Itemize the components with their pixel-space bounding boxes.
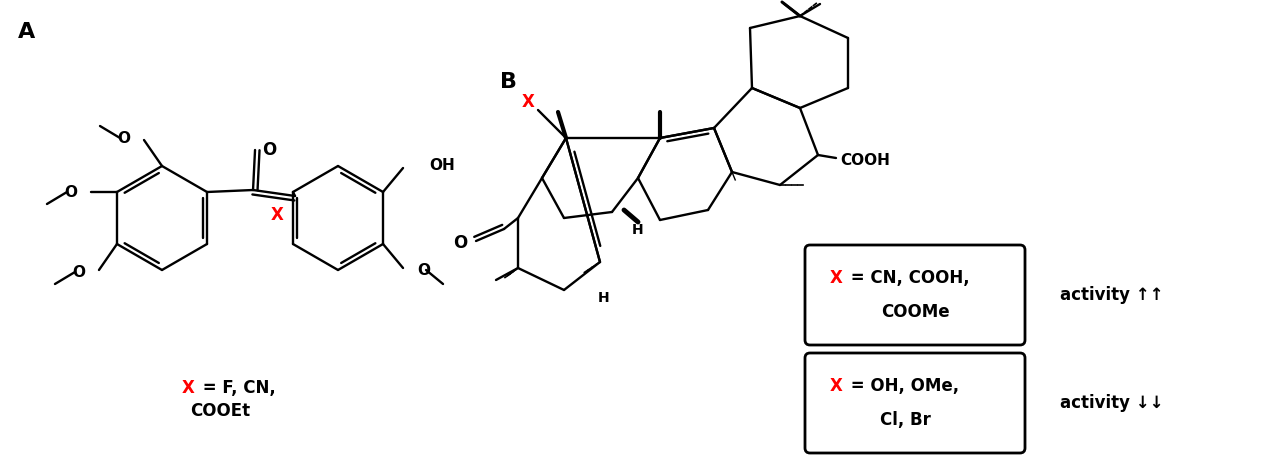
Text: X: X [830,377,843,395]
Text: COOMe: COOMe [881,303,949,321]
Text: O: O [453,234,468,252]
Text: O: O [118,131,130,146]
Text: O: O [262,141,276,159]
Text: A: A [18,22,35,42]
Text: O: O [417,263,430,278]
Text: COOEt: COOEt [190,402,250,420]
FancyBboxPatch shape [805,353,1025,453]
Text: activity ↓↓: activity ↓↓ [1060,394,1163,412]
Text: X: X [522,93,535,111]
Text: X: X [270,206,283,224]
Text: OH: OH [428,159,455,173]
FancyBboxPatch shape [805,245,1025,345]
Text: = F, CN,: = F, CN, [197,379,276,397]
Text: X: X [830,269,843,287]
Text: = OH, OMe,: = OH, OMe, [846,377,959,395]
Text: Cl, Br: Cl, Br [880,411,930,429]
Text: H: H [632,223,643,237]
Text: activity ↑↑: activity ↑↑ [1060,286,1163,304]
Text: O: O [64,185,77,199]
Text: B: B [501,72,517,92]
Text: O: O [72,265,85,279]
Text: COOH: COOH [841,153,890,167]
Text: X: X [182,379,195,397]
Text: = CN, COOH,: = CN, COOH, [846,269,969,287]
Text: H: H [598,291,609,305]
